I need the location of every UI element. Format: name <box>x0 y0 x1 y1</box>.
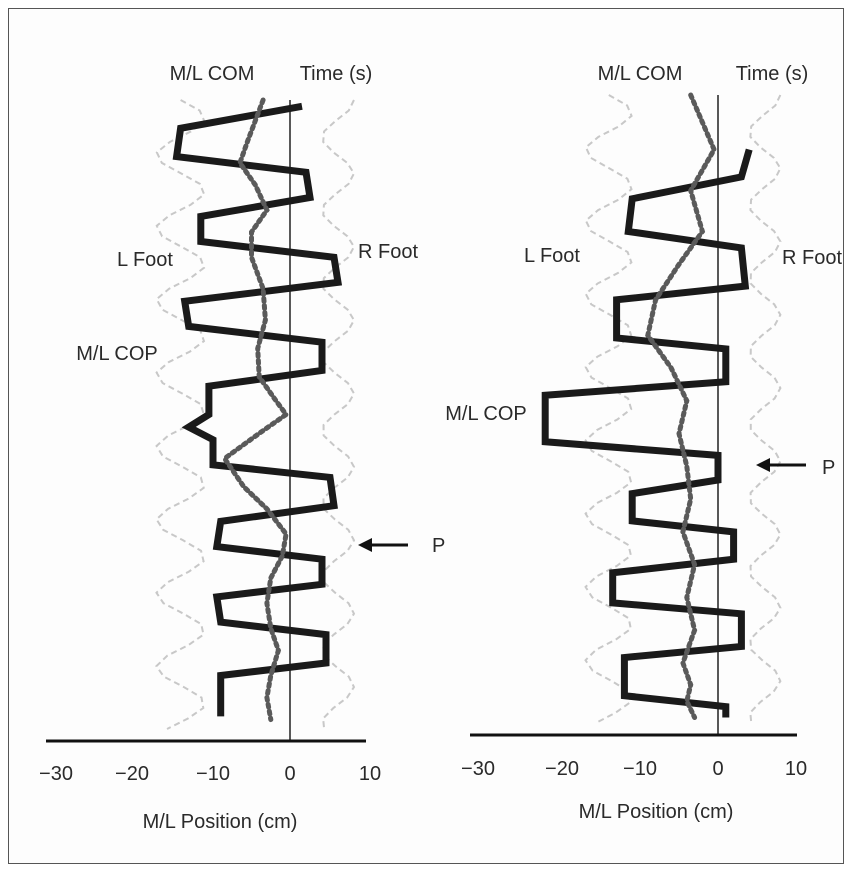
figure-frame <box>8 8 844 864</box>
right-p-arrow-head <box>756 458 770 472</box>
left-rfoot-label: R Foot <box>358 241 418 263</box>
right-cop-label: M/L COP <box>445 403 527 425</box>
left-x-tick-label: 0 <box>284 763 295 785</box>
right-lfoot-label: L Foot <box>524 245 580 267</box>
left-time-label: Time (s) <box>300 63 373 85</box>
left-x-tick-label: −20 <box>115 763 149 785</box>
left-lfoot-label: L Foot <box>117 249 173 271</box>
right-xlabel: M/L Position (cm) <box>579 801 734 823</box>
right-x-tick-label: −30 <box>461 758 495 780</box>
right-com-label: M/L COM <box>598 63 683 85</box>
right-x-tick-label: −10 <box>623 758 657 780</box>
left-com-line <box>221 97 290 723</box>
left-p-label: P <box>432 535 445 557</box>
left-com-label: M/L COM <box>170 63 255 85</box>
left-lfoot-trace <box>155 99 206 730</box>
left-x-tick-label: −30 <box>39 763 73 785</box>
right-rfoot-label: R Foot <box>782 247 842 269</box>
left-p-arrow-head <box>358 538 372 552</box>
right-p-label: P <box>822 457 835 479</box>
left-x-tick-label: −10 <box>196 763 230 785</box>
left-cop-label: M/L COP <box>76 343 158 365</box>
left-xlabel: M/L Position (cm) <box>143 811 298 833</box>
right-x-tick-label: 10 <box>785 758 807 780</box>
left-cop-line <box>172 102 343 717</box>
left-rfoot-trace <box>322 99 356 730</box>
right-cop-line <box>541 148 753 718</box>
right-x-tick-label: 0 <box>712 758 723 780</box>
right-time-label: Time (s) <box>736 63 809 85</box>
right-lfoot-trace <box>584 94 633 724</box>
right-rfoot-trace <box>749 94 782 724</box>
left-x-tick-label: 10 <box>359 763 381 785</box>
right-x-tick-label: −20 <box>545 758 579 780</box>
right-com-line <box>645 92 717 720</box>
